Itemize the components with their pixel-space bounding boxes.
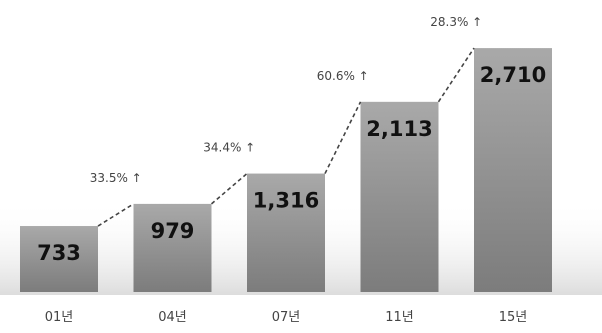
bar <box>133 203 212 292</box>
x-tick-label: 01년 <box>45 310 74 325</box>
bar-value-label: 2,113 <box>366 117 432 141</box>
growth-connector-line <box>324 101 362 174</box>
bar <box>247 173 325 292</box>
x-tick-label: 07년 <box>272 310 301 325</box>
bar <box>474 48 552 292</box>
bar-value-label: 979 <box>151 219 195 243</box>
x-tick-label: 15년 <box>499 310 528 325</box>
bar-value-label: 2,710 <box>480 63 546 87</box>
growth-connector-line <box>437 47 475 103</box>
growth-rate-label: 33.5% ↑ <box>90 171 142 185</box>
growth-rate-label: 60.6% ↑ <box>317 69 369 83</box>
x-tick-label: 04년 <box>158 310 187 325</box>
growth-rate-label: 34.4% ↑ <box>203 141 255 155</box>
growth-rate-label: 28.3% ↑ <box>430 15 482 29</box>
bar <box>360 101 439 292</box>
x-tick-label: 11년 <box>385 310 414 325</box>
bar <box>20 226 98 292</box>
bar-value-label: 733 <box>37 241 81 265</box>
growth-connector-line <box>210 172 248 205</box>
bar-value-label: 1,316 <box>253 189 319 213</box>
